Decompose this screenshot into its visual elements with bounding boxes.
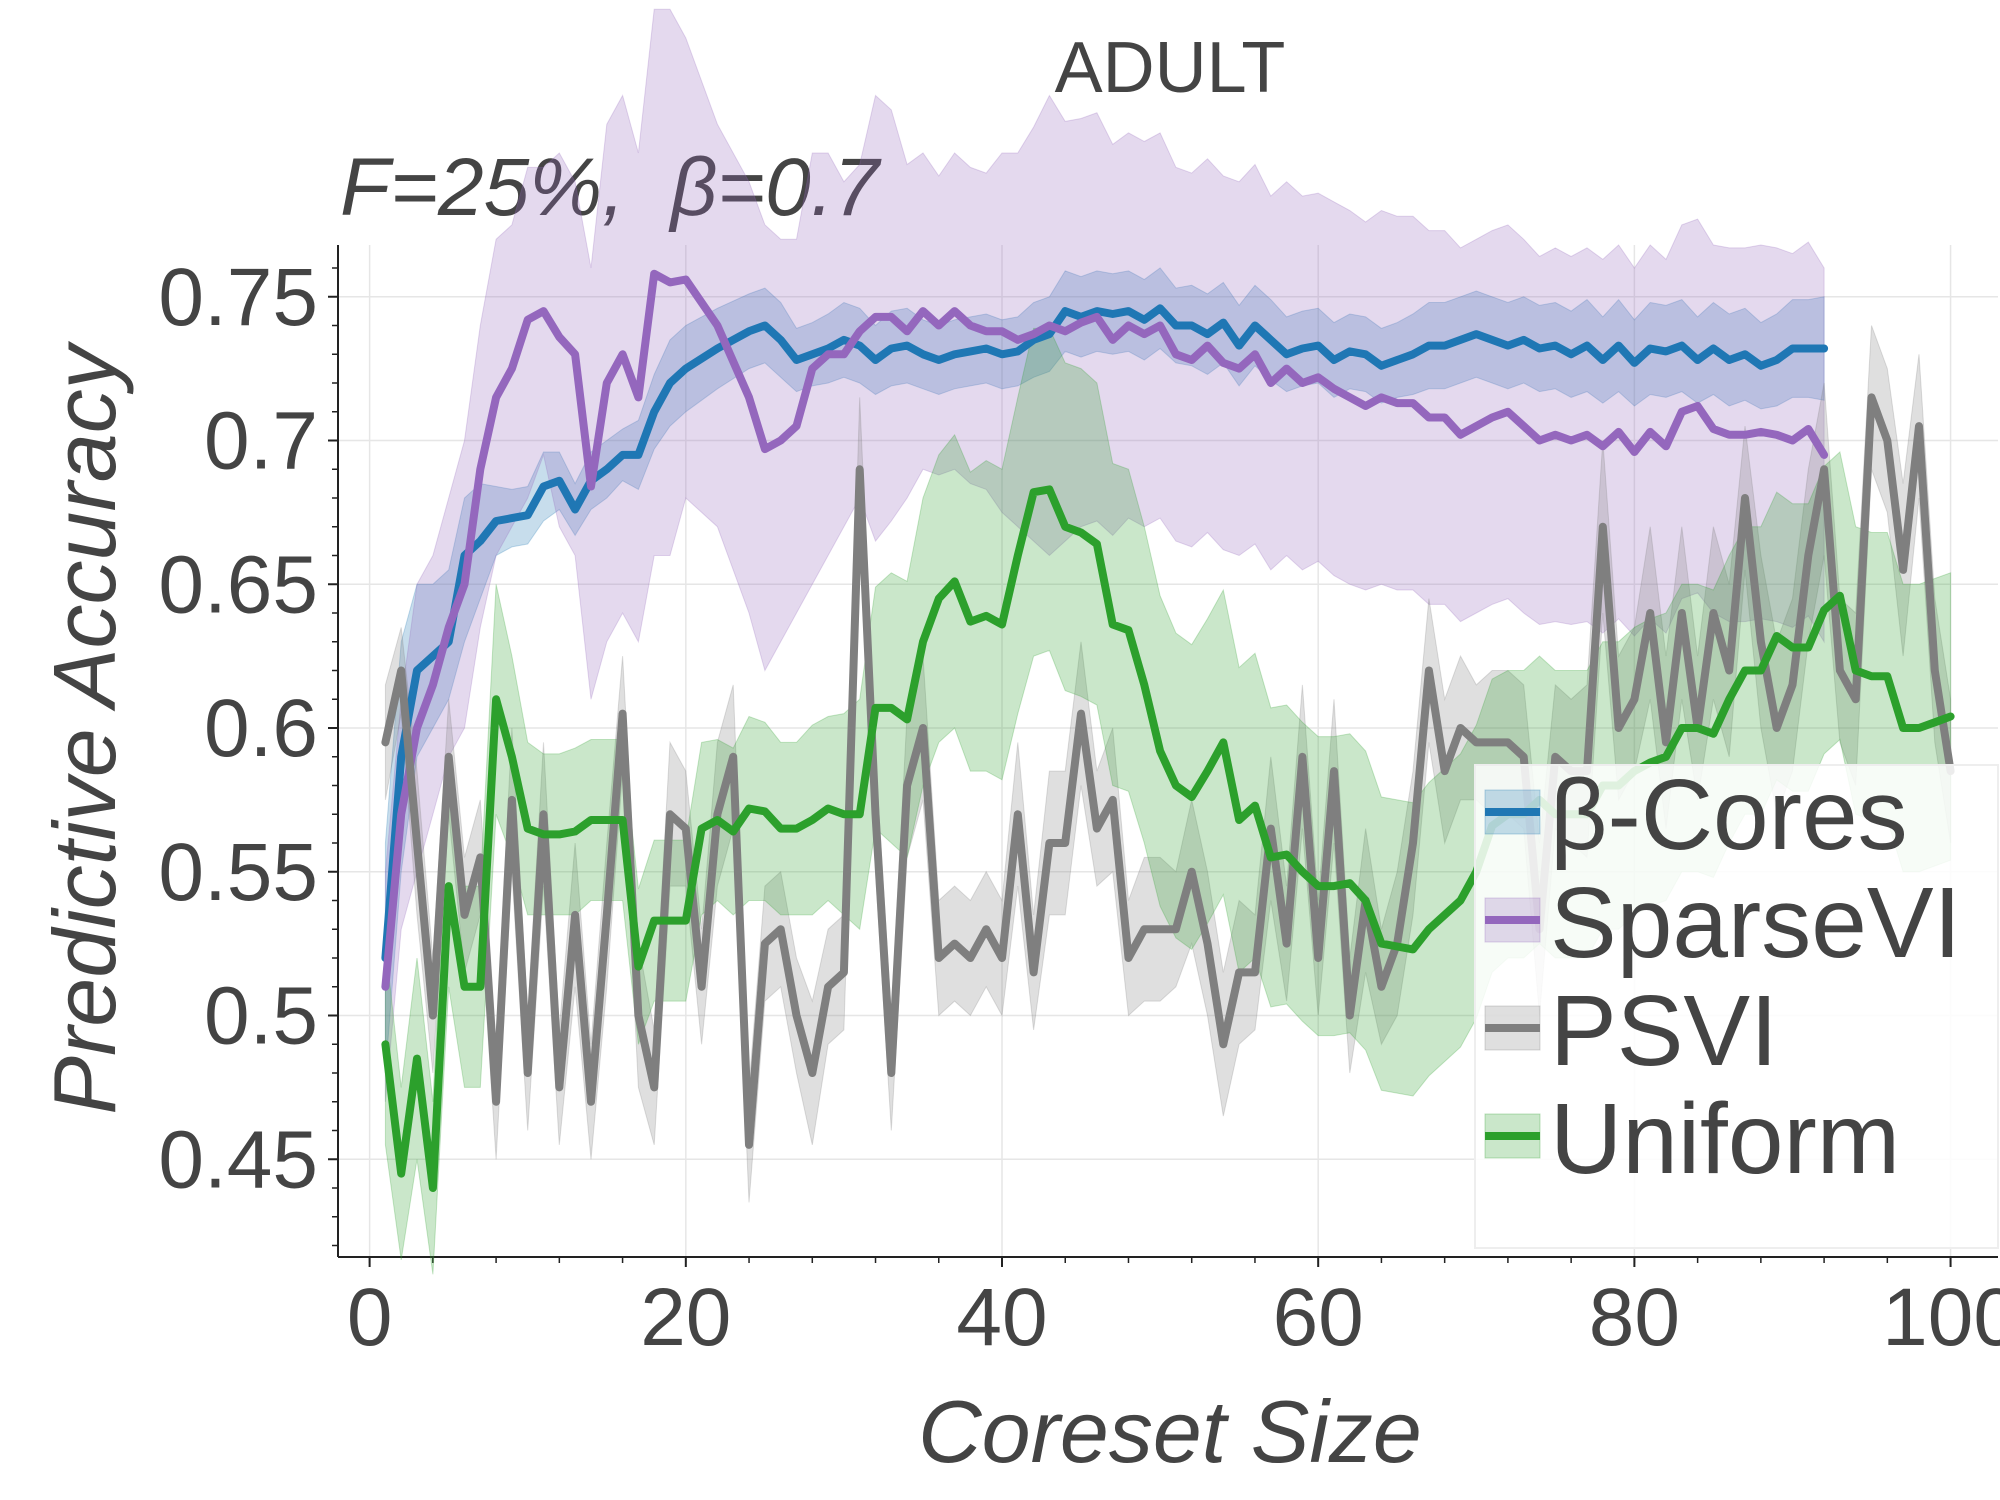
- subtitle-background: [335, 143, 970, 243]
- x-tick-label: 80: [1589, 1272, 1680, 1363]
- chart-title: ADULT: [1055, 28, 1286, 108]
- y-axis-label: Predictive Accuracy: [35, 340, 134, 1114]
- x-axis-label: Coreset Size: [918, 1382, 1422, 1481]
- psvi-legend-label: PSVI: [1550, 975, 1778, 1087]
- y-tick-label: 0.75: [158, 252, 318, 343]
- y-tick-label: 0.65: [158, 539, 318, 630]
- sparsevi-legend-label: SparseVI: [1550, 867, 1961, 979]
- uniform-legend-label: Uniform: [1550, 1083, 1900, 1195]
- sparsevi-confidence-band: [384, 8, 1825, 1102]
- psvi-line: [381, 393, 1955, 1149]
- legend-box: [1474, 764, 1999, 1249]
- x-tick-label: 0: [347, 1272, 393, 1363]
- chart-subtitle: F=25%, β=0.7: [340, 142, 883, 233]
- y-tick-label: 0.55: [158, 827, 318, 918]
- y-tick-label: 0.45: [158, 1114, 318, 1205]
- cores-legend-label: β-Cores: [1550, 759, 1908, 871]
- cores-line: [381, 304, 1829, 962]
- y-tick-label: 0.7: [204, 396, 318, 487]
- axes: [328, 245, 1998, 1267]
- series-lines: [381, 269, 1955, 1192]
- x-tick-label: 100: [1882, 1272, 2000, 1363]
- x-tick-labels: 0 20 40 60 80 100: [347, 1272, 2000, 1363]
- y-tick-label: 0.6: [204, 683, 318, 774]
- x-tick-label: 20: [640, 1272, 731, 1363]
- x-tick-label: 40: [956, 1272, 1047, 1363]
- y-tick-labels: 0.45 0.5 0.55 0.6 0.65 0.7 0.75: [158, 252, 318, 1206]
- uniform-line: [381, 485, 1955, 1192]
- sparsevi-line: [381, 269, 1829, 991]
- y-tick-label: 0.5: [204, 971, 318, 1062]
- x-tick-label: 60: [1273, 1272, 1364, 1363]
